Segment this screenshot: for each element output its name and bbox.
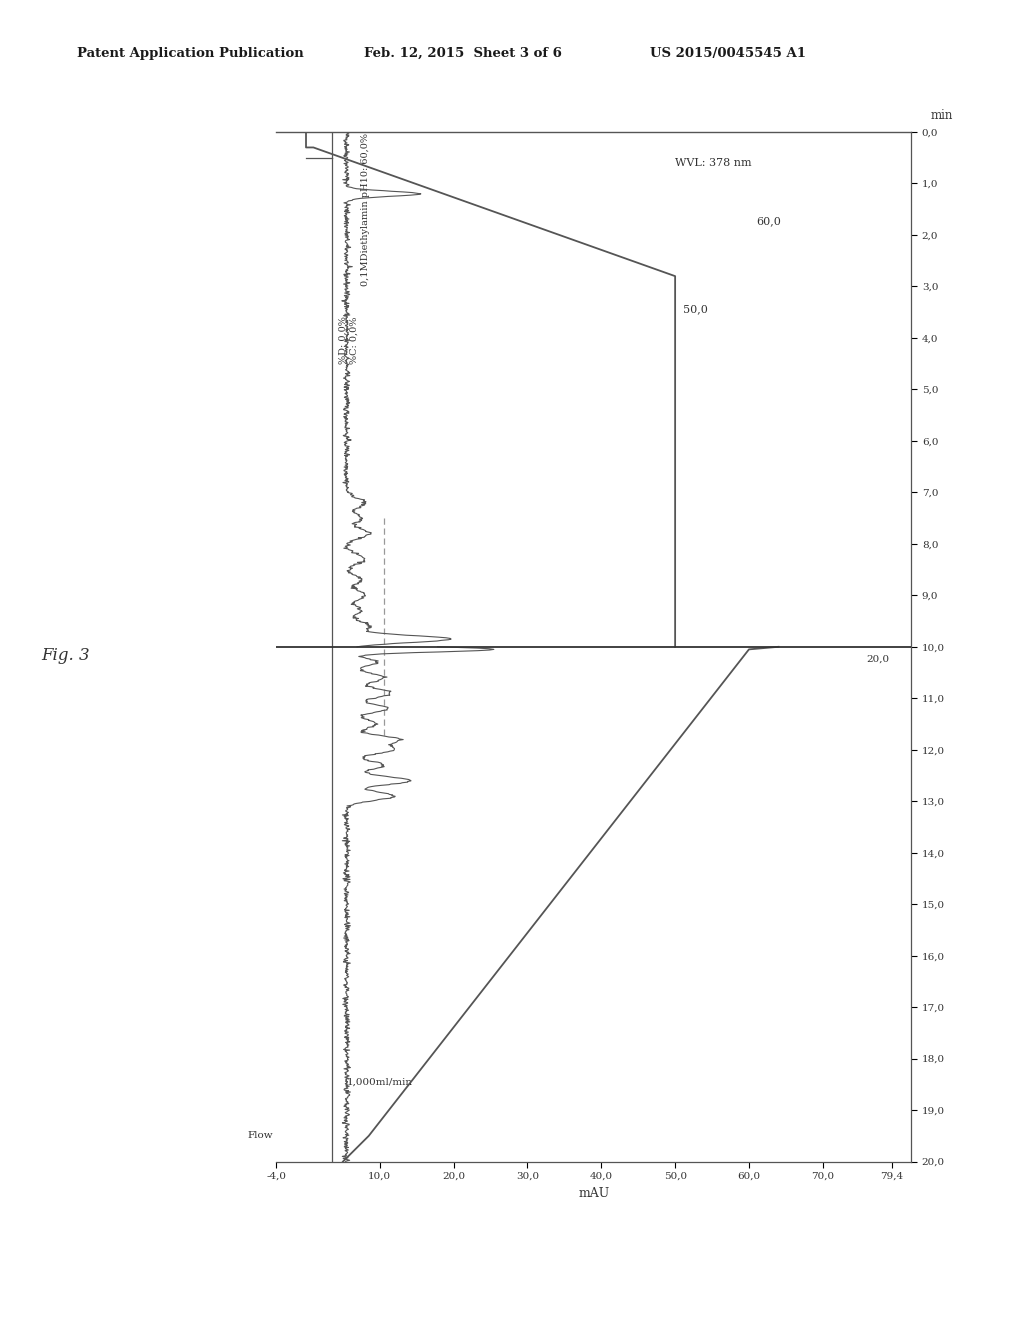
Text: 50,0: 50,0 — [683, 304, 708, 314]
X-axis label: mAU: mAU — [579, 1187, 609, 1200]
Text: 0,1MDiethylamin pH10: 60,0%: 0,1MDiethylamin pH10: 60,0% — [360, 133, 370, 286]
Text: min: min — [931, 108, 952, 121]
Text: %D: 0,0%: %D: 0,0% — [338, 315, 347, 363]
Text: Patent Application Publication: Patent Application Publication — [77, 46, 303, 59]
Text: Feb. 12, 2015  Sheet 3 of 6: Feb. 12, 2015 Sheet 3 of 6 — [364, 46, 561, 59]
Text: US 2015/0045545 A1: US 2015/0045545 A1 — [650, 46, 806, 59]
Text: 1,000ml/min: 1,000ml/min — [346, 1077, 413, 1086]
Text: 60,0: 60,0 — [757, 216, 781, 227]
Text: WVL: 378 nm: WVL: 378 nm — [675, 158, 752, 168]
Text: %C: 0,0%: %C: 0,0% — [349, 317, 358, 363]
Text: Flow: Flow — [247, 1131, 272, 1140]
Text: 20,0: 20,0 — [866, 655, 889, 664]
Text: Fig. 3: Fig. 3 — [41, 647, 89, 664]
